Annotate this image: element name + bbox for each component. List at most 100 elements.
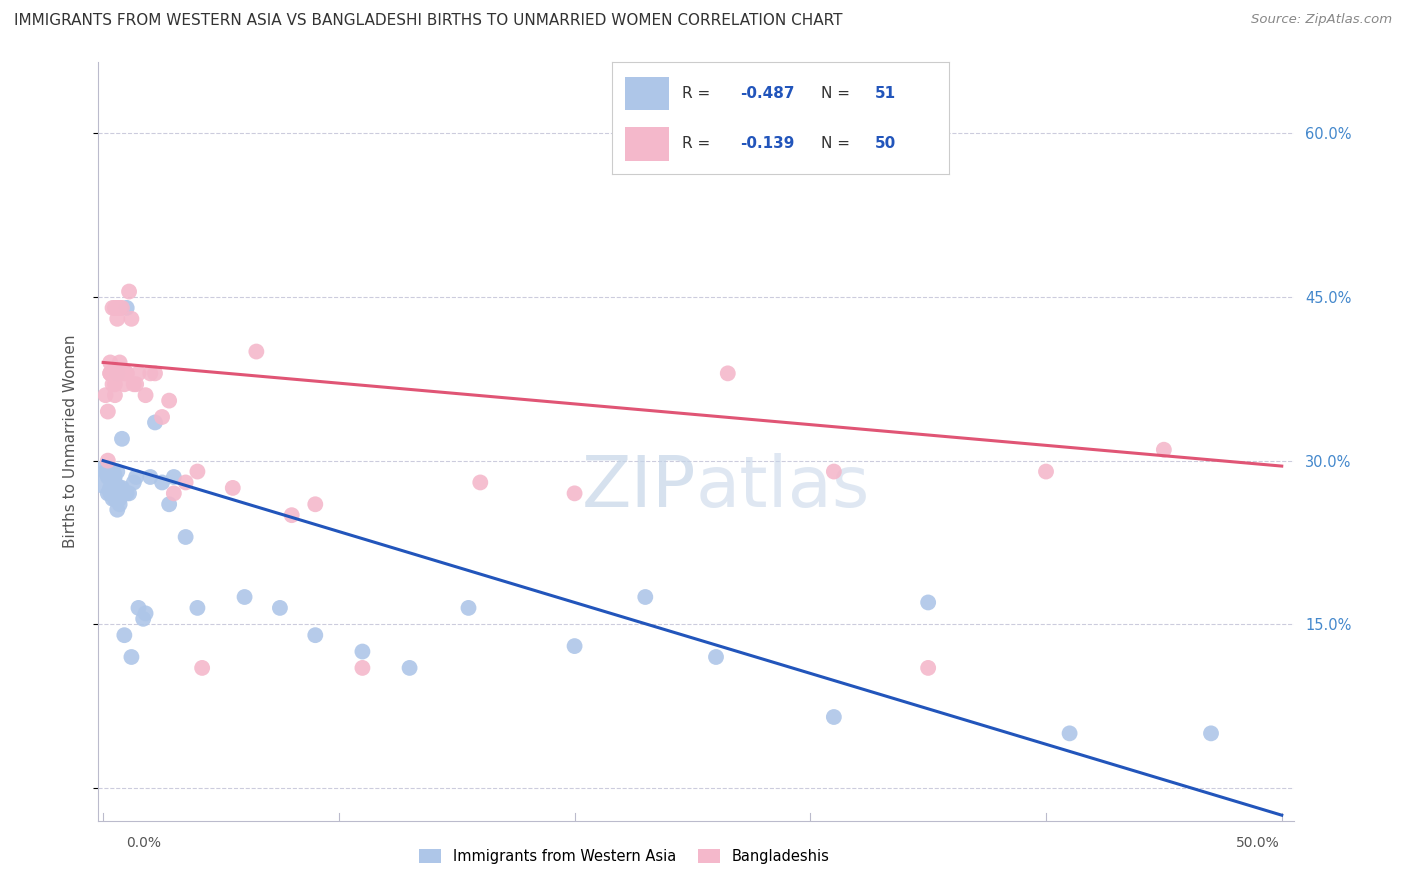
Point (135, 388, 157, 402)
Point (139, 367, 162, 381)
Text: -0.139: -0.139 (740, 136, 794, 152)
Point (150, 475, 173, 490)
Point (245, 344, 267, 359)
Point (105, 311, 128, 326)
Point (157, 393, 180, 408)
Point (150, 409, 173, 424)
Point (120, 311, 142, 326)
Point (108, 301, 131, 315)
Point (98, 481, 121, 495)
Point (104, 475, 127, 490)
Point (105, 301, 128, 315)
FancyBboxPatch shape (626, 127, 669, 161)
Point (717, 367, 740, 381)
Point (98, 355, 121, 369)
Text: N =: N = (821, 136, 855, 152)
Point (98, 486, 121, 500)
Point (97, 453, 120, 467)
Point (94, 465, 117, 479)
Point (398, 661, 420, 675)
Point (280, 508, 302, 523)
Point (1199, 726, 1222, 740)
Point (101, 367, 124, 381)
Point (104, 491, 127, 506)
Point (352, 661, 374, 675)
Point (101, 475, 124, 490)
Point (105, 367, 128, 381)
Point (108, 355, 131, 369)
Point (704, 650, 727, 665)
Point (108, 301, 131, 315)
Point (470, 475, 492, 490)
Point (120, 650, 142, 665)
Point (112, 628, 135, 642)
Point (917, 595, 939, 609)
Point (163, 486, 186, 500)
Point (128, 601, 150, 615)
Point (97, 486, 120, 500)
Point (917, 661, 939, 675)
Point (1059, 726, 1081, 740)
Point (115, 367, 138, 381)
Text: R =: R = (682, 87, 716, 101)
Text: 51: 51 (875, 87, 896, 101)
Point (98, 367, 121, 381)
Point (143, 416, 166, 430)
Point (157, 497, 180, 511)
Point (304, 497, 326, 511)
Point (98, 367, 121, 381)
Point (94, 388, 117, 402)
Point (108, 491, 131, 506)
Point (191, 661, 214, 675)
Point (118, 285, 141, 299)
Text: ZIP: ZIP (582, 452, 696, 522)
Point (1153, 442, 1175, 457)
Point (634, 590, 657, 604)
Point (104, 388, 127, 402)
Point (457, 601, 479, 615)
Point (118, 486, 141, 500)
Point (132, 612, 155, 626)
Point (222, 481, 245, 495)
Point (122, 475, 145, 490)
Point (186, 601, 208, 615)
Point (108, 497, 131, 511)
Point (823, 465, 845, 479)
Point (108, 481, 131, 495)
Point (128, 367, 150, 381)
Point (122, 377, 145, 392)
FancyBboxPatch shape (626, 77, 669, 111)
Point (1035, 465, 1057, 479)
Point (104, 481, 127, 495)
Text: R =: R = (682, 136, 716, 152)
Point (304, 628, 326, 642)
Point (104, 377, 127, 392)
Point (101, 481, 124, 495)
Point (97, 404, 120, 418)
Point (823, 710, 845, 724)
Point (186, 465, 208, 479)
Point (174, 530, 197, 544)
Text: 50.0%: 50.0% (1236, 836, 1279, 850)
Point (105, 367, 128, 381)
Point (111, 481, 134, 495)
Point (564, 639, 586, 653)
Point (105, 465, 128, 479)
Point (139, 470, 162, 484)
Point (564, 486, 586, 500)
Point (105, 502, 128, 516)
Text: 50: 50 (875, 136, 896, 152)
Text: N =: N = (821, 87, 855, 101)
Point (163, 470, 186, 484)
Point (111, 367, 134, 381)
Point (115, 301, 138, 315)
Point (115, 486, 138, 500)
Text: atlas: atlas (696, 452, 870, 522)
Point (352, 644, 374, 658)
Legend: Immigrants from Western Asia, Bangladeshis: Immigrants from Western Asia, Bangladesh… (413, 844, 835, 871)
Text: Source: ZipAtlas.com: Source: ZipAtlas.com (1251, 13, 1392, 27)
Point (269, 601, 291, 615)
Text: 0.0%: 0.0% (127, 836, 162, 850)
Point (174, 475, 197, 490)
Point (115, 367, 138, 381)
